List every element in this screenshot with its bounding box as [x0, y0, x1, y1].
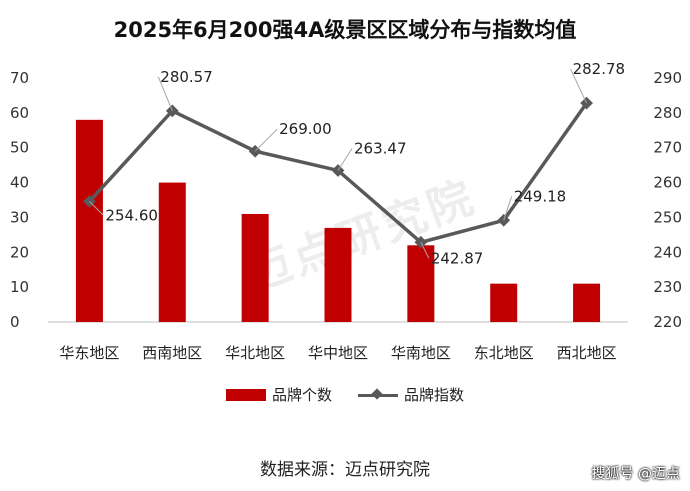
x-category-label: 华中地区	[308, 344, 368, 362]
y-right-tick-label: 220	[653, 313, 682, 331]
y-left-tick-label: 40	[10, 174, 29, 192]
x-category-label: 华东地区	[59, 344, 119, 362]
y-left-tick-label: 10	[10, 278, 29, 296]
y-right-tick-label: 260	[653, 174, 682, 192]
x-category-label: 西南地区	[142, 344, 202, 362]
data-label-leader	[570, 68, 588, 104]
data-label-leader	[89, 201, 104, 216]
data-label: 280.57	[160, 68, 213, 86]
y-left-tick-label: 70	[10, 69, 29, 87]
legend-item-bar: 品牌个数	[225, 384, 332, 405]
data-label-leader	[157, 76, 173, 112]
bar	[490, 283, 518, 322]
bar	[158, 182, 186, 322]
chart-title: 2025年6月200强4A级景区区域分布与指数均值	[113, 18, 577, 42]
y-right-tick-label: 290	[653, 69, 682, 87]
x-category-label: 西北地区	[557, 344, 617, 362]
legend-bar-label: 品牌个数	[271, 386, 332, 404]
data-label: 249.18	[514, 187, 567, 205]
y-right-tick-label: 280	[653, 104, 682, 122]
y-left-tick-label: 20	[10, 243, 29, 261]
bar	[324, 227, 352, 322]
y-right-tick-label: 270	[653, 139, 682, 157]
data-label-leader	[503, 196, 513, 221]
legend-item-line: 品牌指数	[358, 384, 464, 405]
x-category-label: 华北地区	[225, 344, 285, 362]
y-left-tick-label: 0	[10, 313, 20, 331]
bar	[75, 119, 103, 322]
legend-line-label: 品牌指数	[404, 386, 465, 404]
legend: 品牌个数 品牌指数	[0, 384, 690, 405]
data-label: 254.60	[105, 206, 158, 224]
data-label: 269.00	[279, 120, 332, 138]
data-label: 242.87	[431, 249, 484, 267]
data-label: 263.47	[354, 139, 407, 157]
y-left-tick-label: 60	[10, 104, 29, 122]
data-label-leader	[254, 128, 278, 152]
x-category-label: 华南地区	[391, 344, 451, 362]
chart-plot: 0 10 20 30 40 50 60 70 220 230 240 250 260 270 280 290 华…	[10, 60, 682, 362]
legend-bar-swatch	[225, 388, 266, 401]
legend-line-swatch	[358, 389, 398, 401]
x-category-label: 东北地区	[474, 344, 534, 362]
y-left-tick-label: 50	[10, 139, 29, 157]
y-left-tick-label: 30	[10, 208, 29, 226]
y-right-tick-label: 230	[653, 278, 682, 296]
data-label-leader	[337, 148, 353, 171]
y-right-tick-label: 240	[653, 243, 682, 261]
data-label: 282.78	[573, 60, 626, 78]
bar	[407, 245, 435, 322]
credit-watermark: 搜狐号 @迈点	[591, 466, 680, 482]
y-right-tick-label: 250	[653, 208, 682, 226]
data-label-leader	[420, 242, 430, 259]
bar	[241, 213, 269, 322]
bar	[573, 283, 601, 322]
source-note: 数据来源：迈点研究院	[260, 460, 430, 480]
